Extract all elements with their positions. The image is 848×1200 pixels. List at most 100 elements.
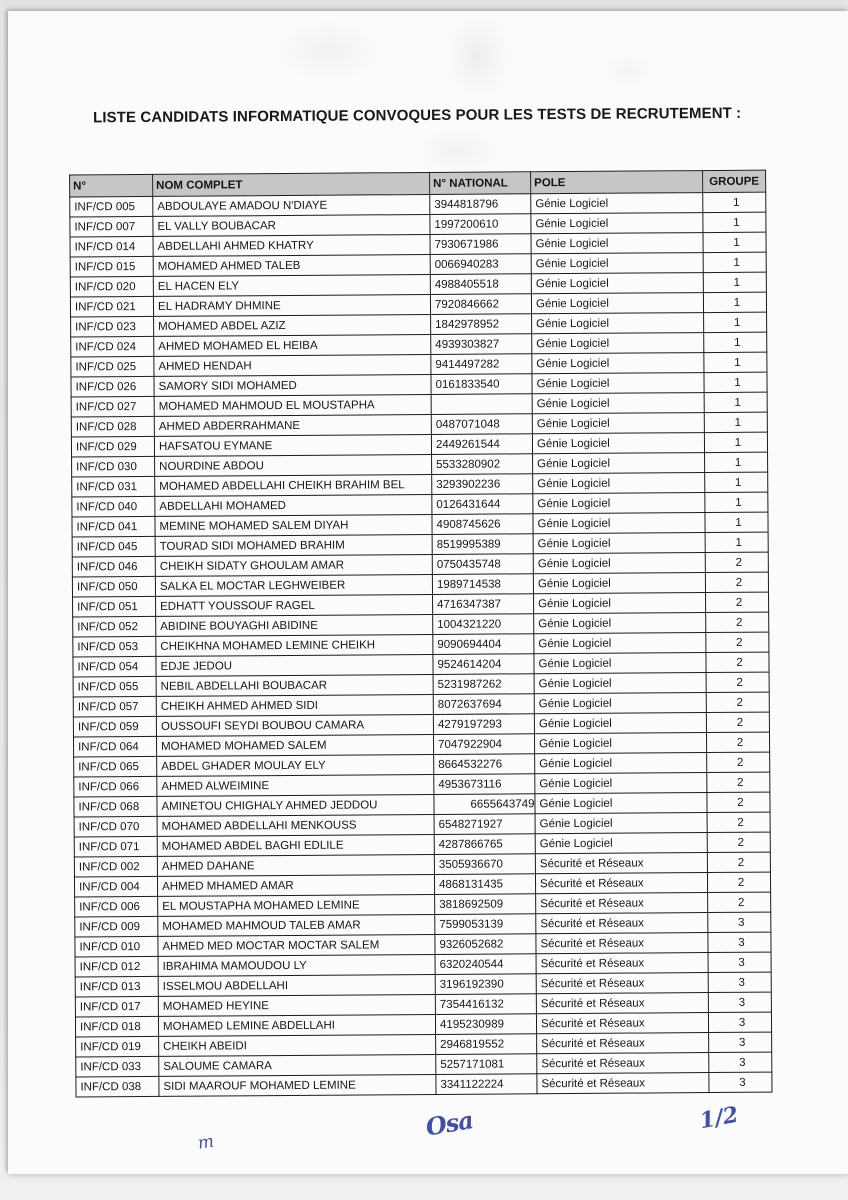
cell-no: INF/CD 030	[71, 456, 155, 477]
cell-national	[431, 393, 533, 415]
cell-pole: Sécurité et Réseaux	[536, 1072, 709, 1094]
cell-groupe: 2	[705, 572, 769, 593]
cell-groupe: 2	[705, 552, 769, 573]
cell-national: 3944818796	[429, 193, 531, 215]
cell-nom: CHEIKH ABEIDI	[158, 1034, 436, 1057]
cell-nom: EL VALLY BOUBACAR	[152, 214, 431, 237]
cell-nom: ABIDINE BOUYAGHI ABIDINE	[155, 614, 433, 637]
cell-no: INF/CD 041	[71, 516, 156, 537]
page-number-handwritten: 1/2	[697, 1101, 741, 1135]
cell-nom: MOHAMED LEMINE ABDELLAHI	[158, 1014, 436, 1037]
cell-nom: EDJE JEDOU	[155, 654, 434, 677]
left-ink-mark: m	[196, 1131, 216, 1154]
cell-groupe: 1	[705, 532, 769, 553]
cell-no: INF/CD 028	[71, 416, 155, 437]
cell-no: INF/CD 057	[73, 696, 157, 717]
cell-nom: IBRAHIMA MAMOUDOU LY	[158, 954, 436, 977]
cell-no: INF/CD 055	[73, 676, 157, 697]
cell-national: 0487071048	[431, 413, 533, 435]
cell-nom: ABDOULAYE AMADOU N'DIAYE	[152, 194, 430, 217]
cell-pole: Génie Logiciel	[530, 232, 704, 254]
cell-national: 3196192390	[435, 973, 537, 995]
cell-national: 7599053139	[434, 913, 536, 935]
cell-pole: Génie Logiciel	[530, 192, 703, 214]
cell-nom: SAMORY SIDI MOHAMED	[153, 374, 432, 397]
cell-pole: Sécurité et Réseaux	[535, 932, 709, 954]
cell-nom: AHMED ALWEIMINE	[156, 774, 434, 797]
cell-no: INF/CD 002	[74, 856, 158, 877]
cell-groupe: 2	[706, 672, 770, 693]
cell-national: 8072637694	[433, 693, 535, 715]
cell-groupe: 1	[704, 512, 769, 533]
cell-pole: Génie Logiciel	[530, 212, 703, 234]
cell-national: 9414497282	[430, 353, 532, 375]
cell-national: 4953673116	[433, 773, 535, 795]
cell-nom: MOHAMED MAHMOUD TALEB AMAR	[157, 914, 435, 937]
cell-pole: Sécurité et Réseaux	[535, 912, 708, 934]
cell-groupe: 1	[704, 452, 768, 473]
cell-national: 3505936670	[434, 853, 536, 875]
cell-groupe: 3	[708, 992, 772, 1013]
cell-no: INF/CD 026	[70, 376, 155, 397]
cell-no: INF/CD 004	[74, 876, 158, 897]
cell-nom: SALOUME CAMARA	[158, 1054, 436, 1077]
cell-nom: SIDI MAAROUF MOHAMED LEMINE	[158, 1074, 437, 1097]
cell-groupe: 1	[703, 312, 767, 333]
cell-national: 7047922904	[433, 733, 535, 755]
cell-groupe: 1	[703, 372, 768, 393]
header-cell-national: N° NATIONAL	[429, 171, 531, 195]
document-title: LISTE CANDIDATS INFORMATIQUE CONVOQUES P…	[93, 104, 742, 127]
cell-groupe: 1	[703, 332, 767, 353]
cell-national: 6548271927	[434, 813, 536, 835]
cell-nom: ABDELLAHI AHMED KHATRY	[153, 234, 431, 257]
cell-pole: Génie Logiciel	[533, 532, 706, 554]
cell-groupe: 1	[702, 232, 767, 253]
cell-nom: MOHAMED MOHAMED SALEM	[156, 734, 434, 757]
cell-nom: CHEIKHNA MOHAMED LEMINE CHEIKH	[155, 634, 433, 657]
cell-no: INF/CD 040	[71, 496, 155, 517]
cell-no: INF/CD 020	[70, 276, 154, 297]
cell-groupe: 3	[707, 932, 772, 953]
cell-pole: Génie Logiciel	[533, 632, 706, 654]
cell-groupe: 1	[703, 252, 767, 273]
cell-nom: SALKA EL MOCTAR LEGHWEIBER	[155, 574, 433, 597]
cell-national: 1997200610	[429, 213, 531, 235]
cell-nom: MOHAMED HEYINE	[158, 994, 436, 1017]
cell-pole: Sécurité et Réseaux	[536, 1012, 709, 1034]
cell-no: INF/CD 024	[70, 336, 154, 357]
cell-groupe: 3	[708, 972, 772, 993]
cell-national: 7920846662	[430, 293, 532, 315]
cell-no: INF/CD 066	[73, 776, 157, 797]
cell-pole: Génie Logiciel	[534, 792, 708, 814]
cell-pole: Génie Logiciel	[535, 832, 708, 854]
cell-no: INF/CD 019	[75, 1036, 159, 1057]
cell-nom: OUSSOUFI SEYDI BOUBOU CAMARA	[156, 714, 434, 737]
cell-nom: MOHAMED ABDEL BAGHI EDLILE	[157, 834, 435, 857]
cell-pole: Génie Logiciel	[532, 472, 705, 494]
cell-national: 0126431644	[431, 493, 533, 515]
cell-groupe: 3	[708, 952, 772, 973]
cell-nom: MOHAMED ABDELLAHI CHEIKH BRAHIM BEL	[154, 474, 432, 497]
cell-national: 5231987262	[433, 673, 535, 695]
cell-groupe: 3	[707, 912, 771, 933]
cell-pole: Génie Logiciel	[532, 452, 705, 474]
cell-no: INF/CD 009	[74, 916, 158, 937]
cell-pole: Sécurité et Réseaux	[536, 972, 709, 994]
cell-groupe: 3	[708, 1052, 772, 1073]
cell-groupe: 2	[705, 632, 769, 653]
cell-pole: Génie Logiciel	[534, 752, 707, 774]
cell-pole: Génie Logiciel	[533, 572, 706, 594]
cell-no: INF/CD 052	[72, 616, 156, 637]
cell-groupe: 2	[705, 612, 769, 633]
cell-pole: Génie Logiciel	[534, 672, 707, 694]
cell-groupe: 1	[704, 432, 768, 453]
cell-no: INF/CD 023	[70, 316, 154, 337]
cell-national: 1842978952	[430, 313, 532, 335]
cell-national: 1004321220	[432, 613, 534, 635]
cell-groupe: 2	[707, 852, 771, 873]
cell-national: 7930671986	[430, 233, 532, 255]
cell-national: 4287866765	[434, 833, 536, 855]
cell-national: 4939303827	[430, 333, 532, 355]
cell-groupe: 2	[707, 832, 771, 853]
cell-no: INF/CD 045	[72, 536, 156, 557]
